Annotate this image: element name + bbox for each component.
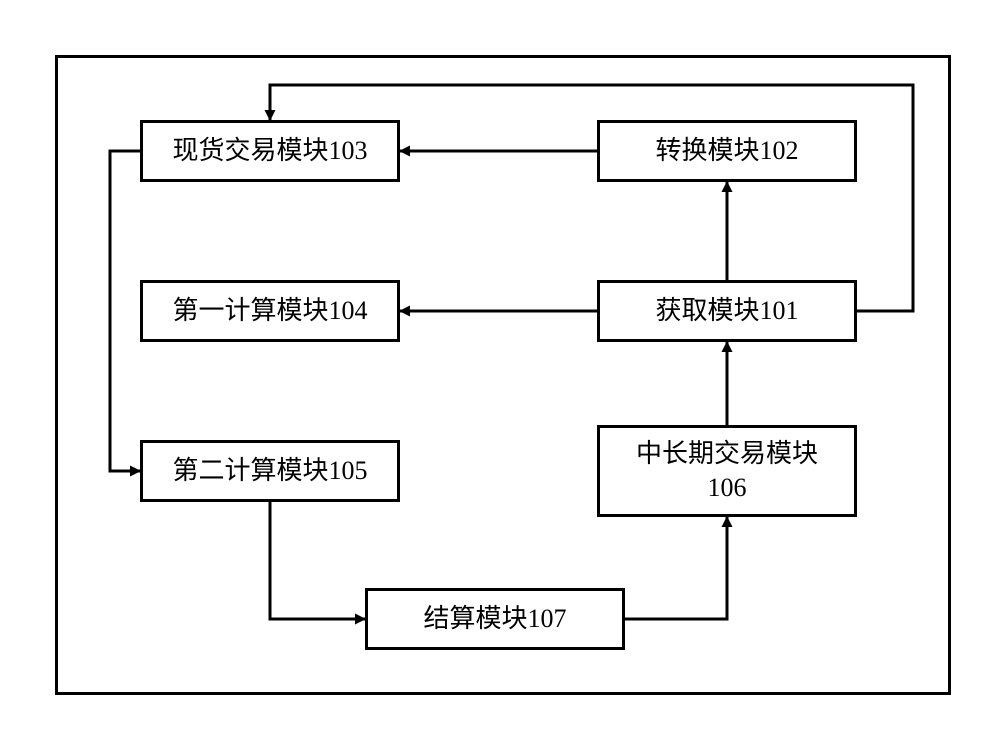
node-n105: 第二计算模块105 <box>140 440 400 502</box>
node-n103: 现货交易模块103 <box>140 120 400 182</box>
node-n107: 结算模块107 <box>365 588 625 650</box>
node-n104: 第一计算模块104 <box>140 280 400 342</box>
diagram-canvas: 现货交易模块103 转换模块102 第一计算模块104 获取模块101 第二计算模块10… <box>0 0 1000 754</box>
node-n101: 获取模块101 <box>597 280 857 342</box>
node-n106: 中长期交易模块 106 <box>597 425 857 517</box>
node-n102: 转换模块102 <box>597 120 857 182</box>
